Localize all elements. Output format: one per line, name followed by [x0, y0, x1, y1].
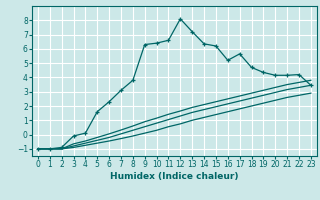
X-axis label: Humidex (Indice chaleur): Humidex (Indice chaleur)	[110, 172, 239, 181]
